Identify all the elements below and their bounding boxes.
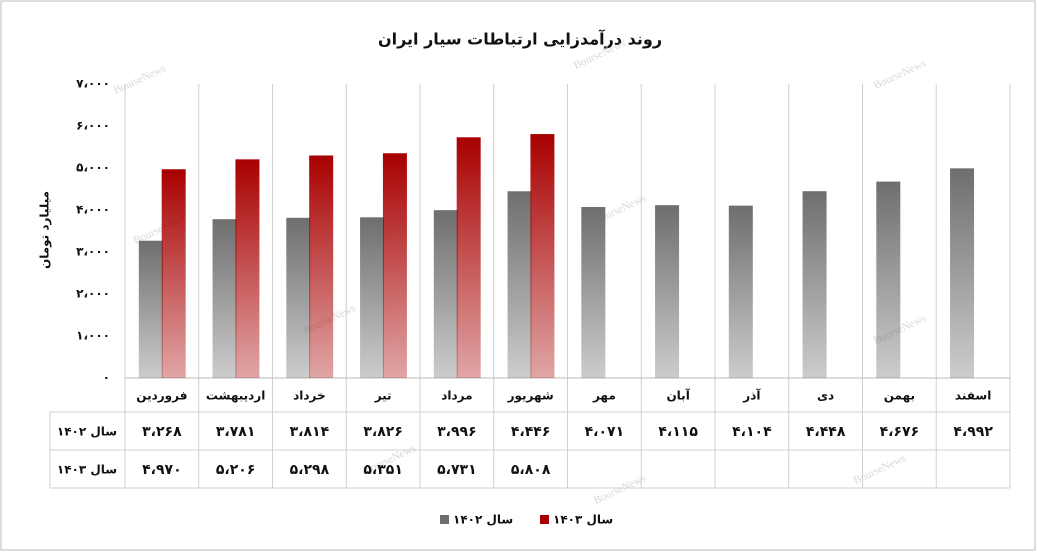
bar [235, 159, 260, 378]
bar [309, 155, 334, 378]
table-cell: ۵،۷۳۱ [437, 462, 477, 478]
legend-swatch [540, 515, 549, 524]
table-cell: ۴،۰۷۱ [585, 424, 625, 440]
bar [138, 240, 163, 378]
x-tick-label: مهر [592, 389, 616, 403]
x-tick-label: مرداد [441, 389, 472, 403]
table-cell: ۳،۸۱۴ [290, 424, 330, 440]
bar [360, 217, 385, 378]
x-tick-label: اسفند [955, 389, 991, 403]
x-tick-label: بهمن [884, 389, 915, 403]
table-cell: ۳،۸۲۶ [363, 424, 403, 440]
bar [456, 137, 481, 378]
table-cell: ۳،۷۸۱ [216, 424, 256, 440]
legend-label: سال ۱۴۰۲ [453, 513, 513, 527]
table-cell: ۴،۱۰۴ [732, 424, 772, 440]
table-cell: ۳،۹۹۶ [437, 424, 477, 440]
legend-swatch [440, 515, 449, 524]
x-tick-label: خرداد [293, 389, 326, 403]
bar [382, 153, 407, 378]
x-tick-label: دی [817, 389, 834, 403]
y-tick-label: ۲،۰۰۰ [76, 287, 110, 301]
y-tick-label: ۰ [103, 371, 110, 385]
table-cell: ۴،۹۹۲ [953, 424, 993, 440]
table-cell: ۴،۶۷۶ [880, 424, 920, 440]
bar [876, 181, 901, 378]
row-header: سال ۱۴۰۳ [57, 463, 117, 477]
x-tick-label: آذر [742, 388, 761, 403]
table-cell: ۵،۳۵۱ [363, 462, 403, 478]
table-cell: ۴،۴۴۸ [806, 424, 846, 440]
bar [161, 169, 186, 378]
table-cell: ۴،۴۴۶ [511, 424, 551, 440]
y-tick-label: ۵،۰۰۰ [76, 161, 110, 175]
x-tick-label: آبان [666, 388, 690, 403]
bar [530, 134, 555, 378]
y-tick-label: ۶،۰۰۰ [76, 119, 110, 133]
table-cell: ۵،۸۰۸ [511, 462, 551, 478]
x-tick-label: شهریور [507, 389, 554, 404]
bar [581, 207, 606, 378]
bar [950, 168, 975, 378]
x-tick-label: فروردین [136, 389, 187, 404]
x-tick-label: اردیبهشت [206, 389, 265, 403]
row-header: سال ۱۴۰۲ [57, 425, 117, 439]
bar [728, 205, 753, 378]
bar [212, 219, 237, 378]
bar [507, 191, 532, 378]
table-cell: ۳،۲۶۸ [142, 424, 182, 440]
y-tick-label: ۴،۰۰۰ [76, 203, 110, 217]
bar [802, 191, 827, 378]
table-cell: ۴،۱۱۵ [658, 424, 698, 440]
chart-title: روند درآمدزایی ارتباطات سیار ایران [378, 29, 662, 49]
y-tick-label: ۷،۰۰۰ [76, 77, 110, 91]
table-cell: ۵،۲۹۸ [290, 462, 330, 478]
y-tick-label: ۱،۰۰۰ [76, 329, 110, 343]
bar [433, 210, 458, 378]
legend-label: سال ۱۴۰۳ [553, 513, 613, 527]
bar [655, 205, 680, 378]
x-tick-label: تیر [374, 389, 392, 403]
y-tick-label: ۳،۰۰۰ [76, 245, 110, 259]
y-axis-label: میلیارد تومان [38, 191, 53, 269]
bar [286, 217, 311, 378]
table-cell: ۴،۹۷۰ [142, 462, 182, 478]
table-cell: ۵،۲۰۶ [216, 462, 256, 478]
